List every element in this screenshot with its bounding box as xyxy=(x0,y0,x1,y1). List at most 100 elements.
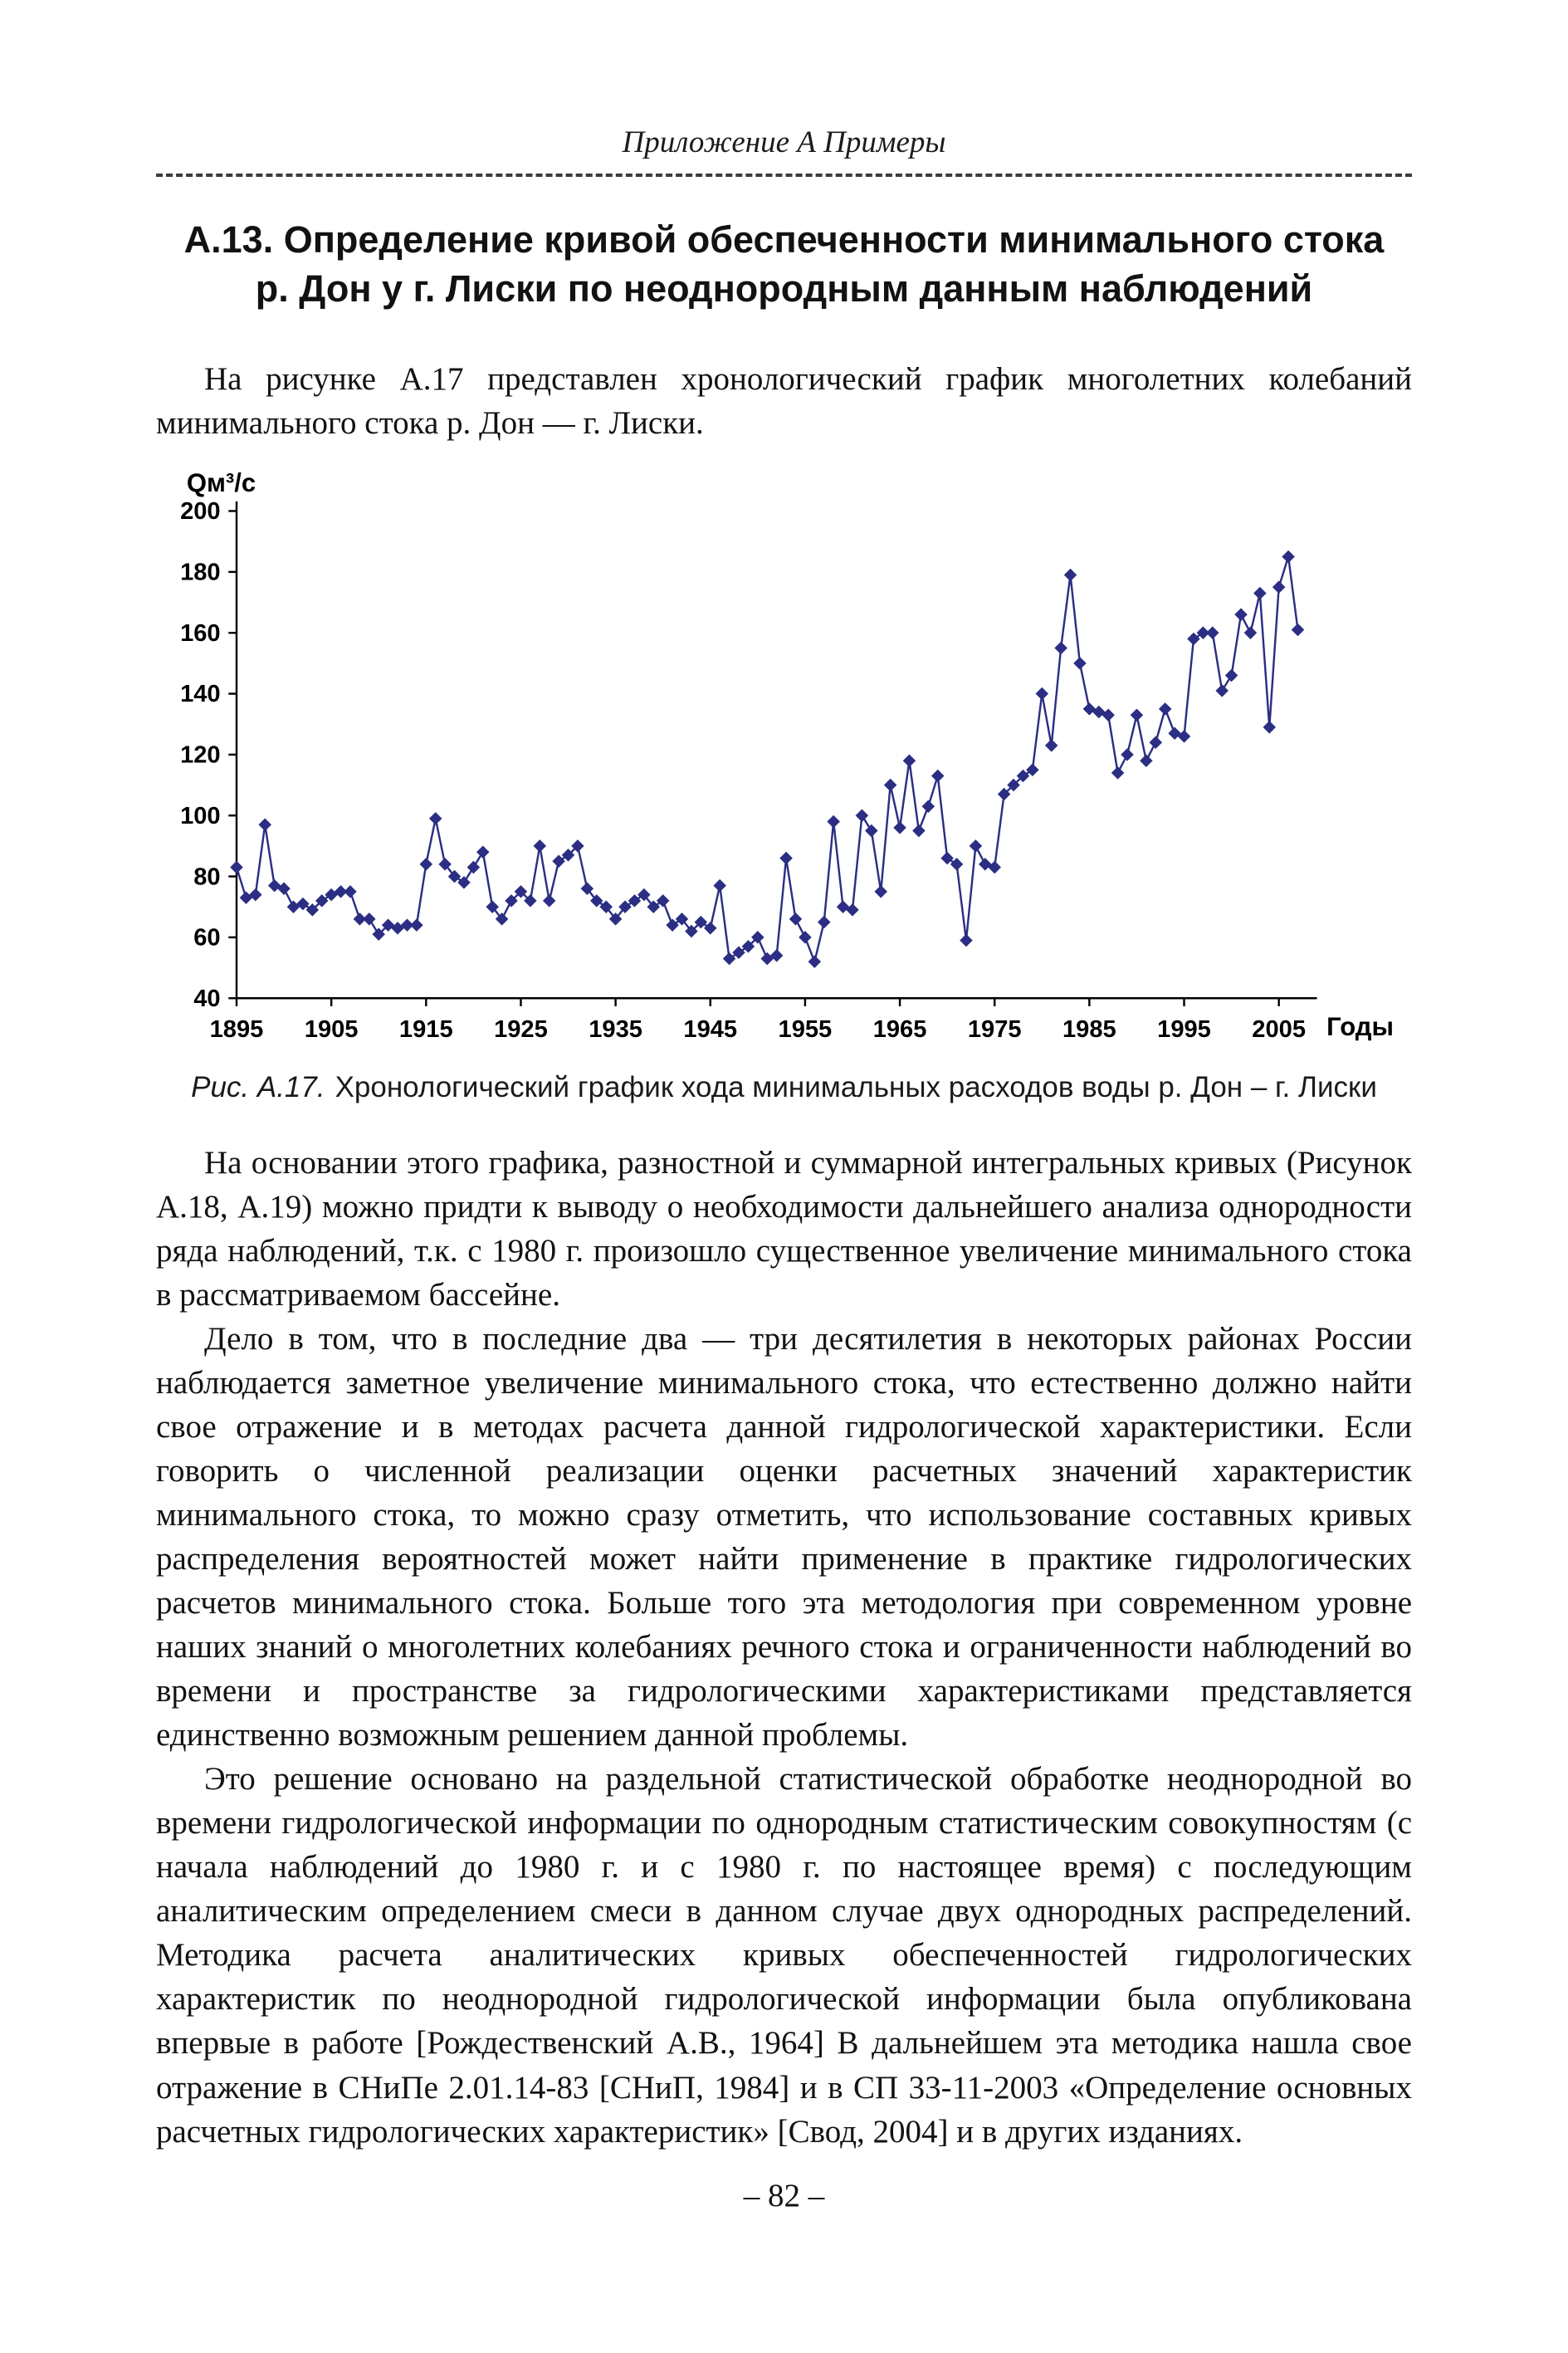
data-point-marker xyxy=(296,897,310,911)
data-point-marker xyxy=(466,860,481,874)
data-point-marker xyxy=(799,931,812,944)
y-tick-label: 140 xyxy=(180,681,221,707)
data-point-marker xyxy=(1111,766,1125,780)
data-point-marker xyxy=(277,882,291,895)
data-point-marker xyxy=(580,882,594,895)
figure-caption-text: Хронологический график хода минимальных … xyxy=(335,1070,1377,1103)
y-tick-label: 80 xyxy=(193,863,220,890)
section-title: А.13. Определение кривой обеспеченности … xyxy=(156,215,1412,314)
x-tick-label: 1895 xyxy=(210,1016,264,1043)
data-point-marker xyxy=(789,912,803,926)
section-title-line-1: А.13. Определение кривой обеспеченности … xyxy=(183,218,1385,261)
data-point-marker xyxy=(940,851,954,865)
data-point-marker xyxy=(960,933,973,947)
figure-a17: 40 60 80 100 120 140 160 180 200 1895 1905 1915 1925… xyxy=(156,467,1412,1104)
y-tick-label: 200 xyxy=(180,498,221,525)
data-point-marker xyxy=(997,787,1011,801)
data-point-marker xyxy=(988,860,1001,874)
data-point-marker xyxy=(1102,708,1115,722)
x-tick-label: 1985 xyxy=(1062,1016,1116,1043)
data-point-marker xyxy=(1054,641,1067,655)
data-point-marker xyxy=(694,915,708,929)
data-point-marker xyxy=(969,839,983,853)
data-point-marker xyxy=(552,854,565,868)
data-point-marker xyxy=(344,884,357,898)
y-tick-label: 120 xyxy=(180,741,221,768)
data-point-marker xyxy=(865,824,878,838)
data-point-marker xyxy=(883,778,897,792)
y-tick-label: 180 xyxy=(180,559,221,585)
y-tick-label: 160 xyxy=(180,620,221,647)
data-point-marker xyxy=(912,824,926,838)
data-point-marker xyxy=(571,839,584,853)
series-line xyxy=(235,555,1299,966)
data-point-marker xyxy=(1035,687,1049,701)
data-point-marker xyxy=(1263,720,1277,734)
x-tick-label: 1975 xyxy=(968,1016,1022,1043)
data-point-marker xyxy=(410,918,423,932)
data-point-marker xyxy=(846,903,859,917)
data-point-marker xyxy=(258,818,271,831)
body-paragraph-2: Дело в том, что в последние два — три де… xyxy=(156,1320,1412,1754)
x-tick-label: 1945 xyxy=(683,1016,737,1043)
header-title: Приложение А Примеры xyxy=(622,125,946,159)
data-point-marker xyxy=(817,915,831,929)
data-point-marker xyxy=(1282,550,1295,564)
data-point-marker xyxy=(1007,778,1020,792)
data-point-marker xyxy=(1140,754,1153,767)
data-point-marker xyxy=(486,900,499,913)
data-point-marker xyxy=(1016,769,1030,783)
data-point-marker xyxy=(1253,586,1267,600)
data-point-marker xyxy=(950,857,964,871)
data-point-marker xyxy=(1234,608,1248,621)
data-point-marker xyxy=(305,903,320,917)
data-point-marker xyxy=(1224,668,1238,682)
intro-paragraph: На рисунке А.17 представлен хронологичес… xyxy=(156,360,1412,441)
data-point-marker xyxy=(675,912,689,926)
data-point-marker xyxy=(561,848,575,862)
data-point-marker xyxy=(542,893,556,907)
data-point-marker xyxy=(921,800,935,813)
data-point-marker xyxy=(1130,708,1144,722)
x-tick-label: 1905 xyxy=(305,1016,359,1043)
y-axis-title: Qм³/с xyxy=(187,468,256,497)
data-point-marker xyxy=(874,884,887,898)
data-point-marker xyxy=(902,754,916,767)
y-tick-label: 40 xyxy=(193,986,220,1012)
data-point-marker xyxy=(1121,747,1134,761)
figure-caption: Рис. А.17. Хронологический график хода ми… xyxy=(156,1071,1412,1104)
y-tick-label: 60 xyxy=(193,924,220,951)
data-point-marker xyxy=(931,769,945,783)
data-point-marker xyxy=(428,811,442,825)
x-tick-label: 1955 xyxy=(779,1016,833,1043)
data-point-marker xyxy=(363,912,376,926)
data-point-marker xyxy=(372,927,385,941)
x-axis-title: Годы xyxy=(1326,1012,1394,1041)
x-tick-label: 1915 xyxy=(399,1016,453,1043)
data-point-marker xyxy=(722,951,736,966)
data-point-marker xyxy=(1158,702,1172,716)
x-tick-label: 1925 xyxy=(494,1016,548,1043)
data-point-marker xyxy=(1073,656,1087,670)
section-title-line-2: р. Дон у г. Лиски по неоднородным данным… xyxy=(255,267,1313,311)
data-point-marker xyxy=(893,820,906,834)
data-point-marker xyxy=(741,940,755,953)
data-point-marker xyxy=(656,893,670,907)
x-tick-label: 1935 xyxy=(589,1016,642,1043)
data-point-marker xyxy=(1177,729,1191,743)
body-paragraph-1: На основании этого графика, разностной и… xyxy=(156,1144,1412,1313)
data-point-marker xyxy=(666,918,679,932)
data-point-marker xyxy=(713,878,726,893)
data-point-marker xyxy=(1026,763,1039,776)
data-point-marker xyxy=(334,884,348,898)
body-paragraph-3: Это решение основано на раздельной стати… xyxy=(156,1761,1412,2150)
data-point-marker xyxy=(419,857,433,871)
data-point-marker xyxy=(1215,683,1229,697)
data-point-marker xyxy=(855,809,869,822)
data-point-marker xyxy=(514,884,528,898)
data-point-marker xyxy=(1149,736,1163,749)
figure-caption-label: Рис. А.17. xyxy=(191,1070,325,1103)
data-point-marker xyxy=(533,839,547,853)
data-point-marker xyxy=(230,860,243,874)
